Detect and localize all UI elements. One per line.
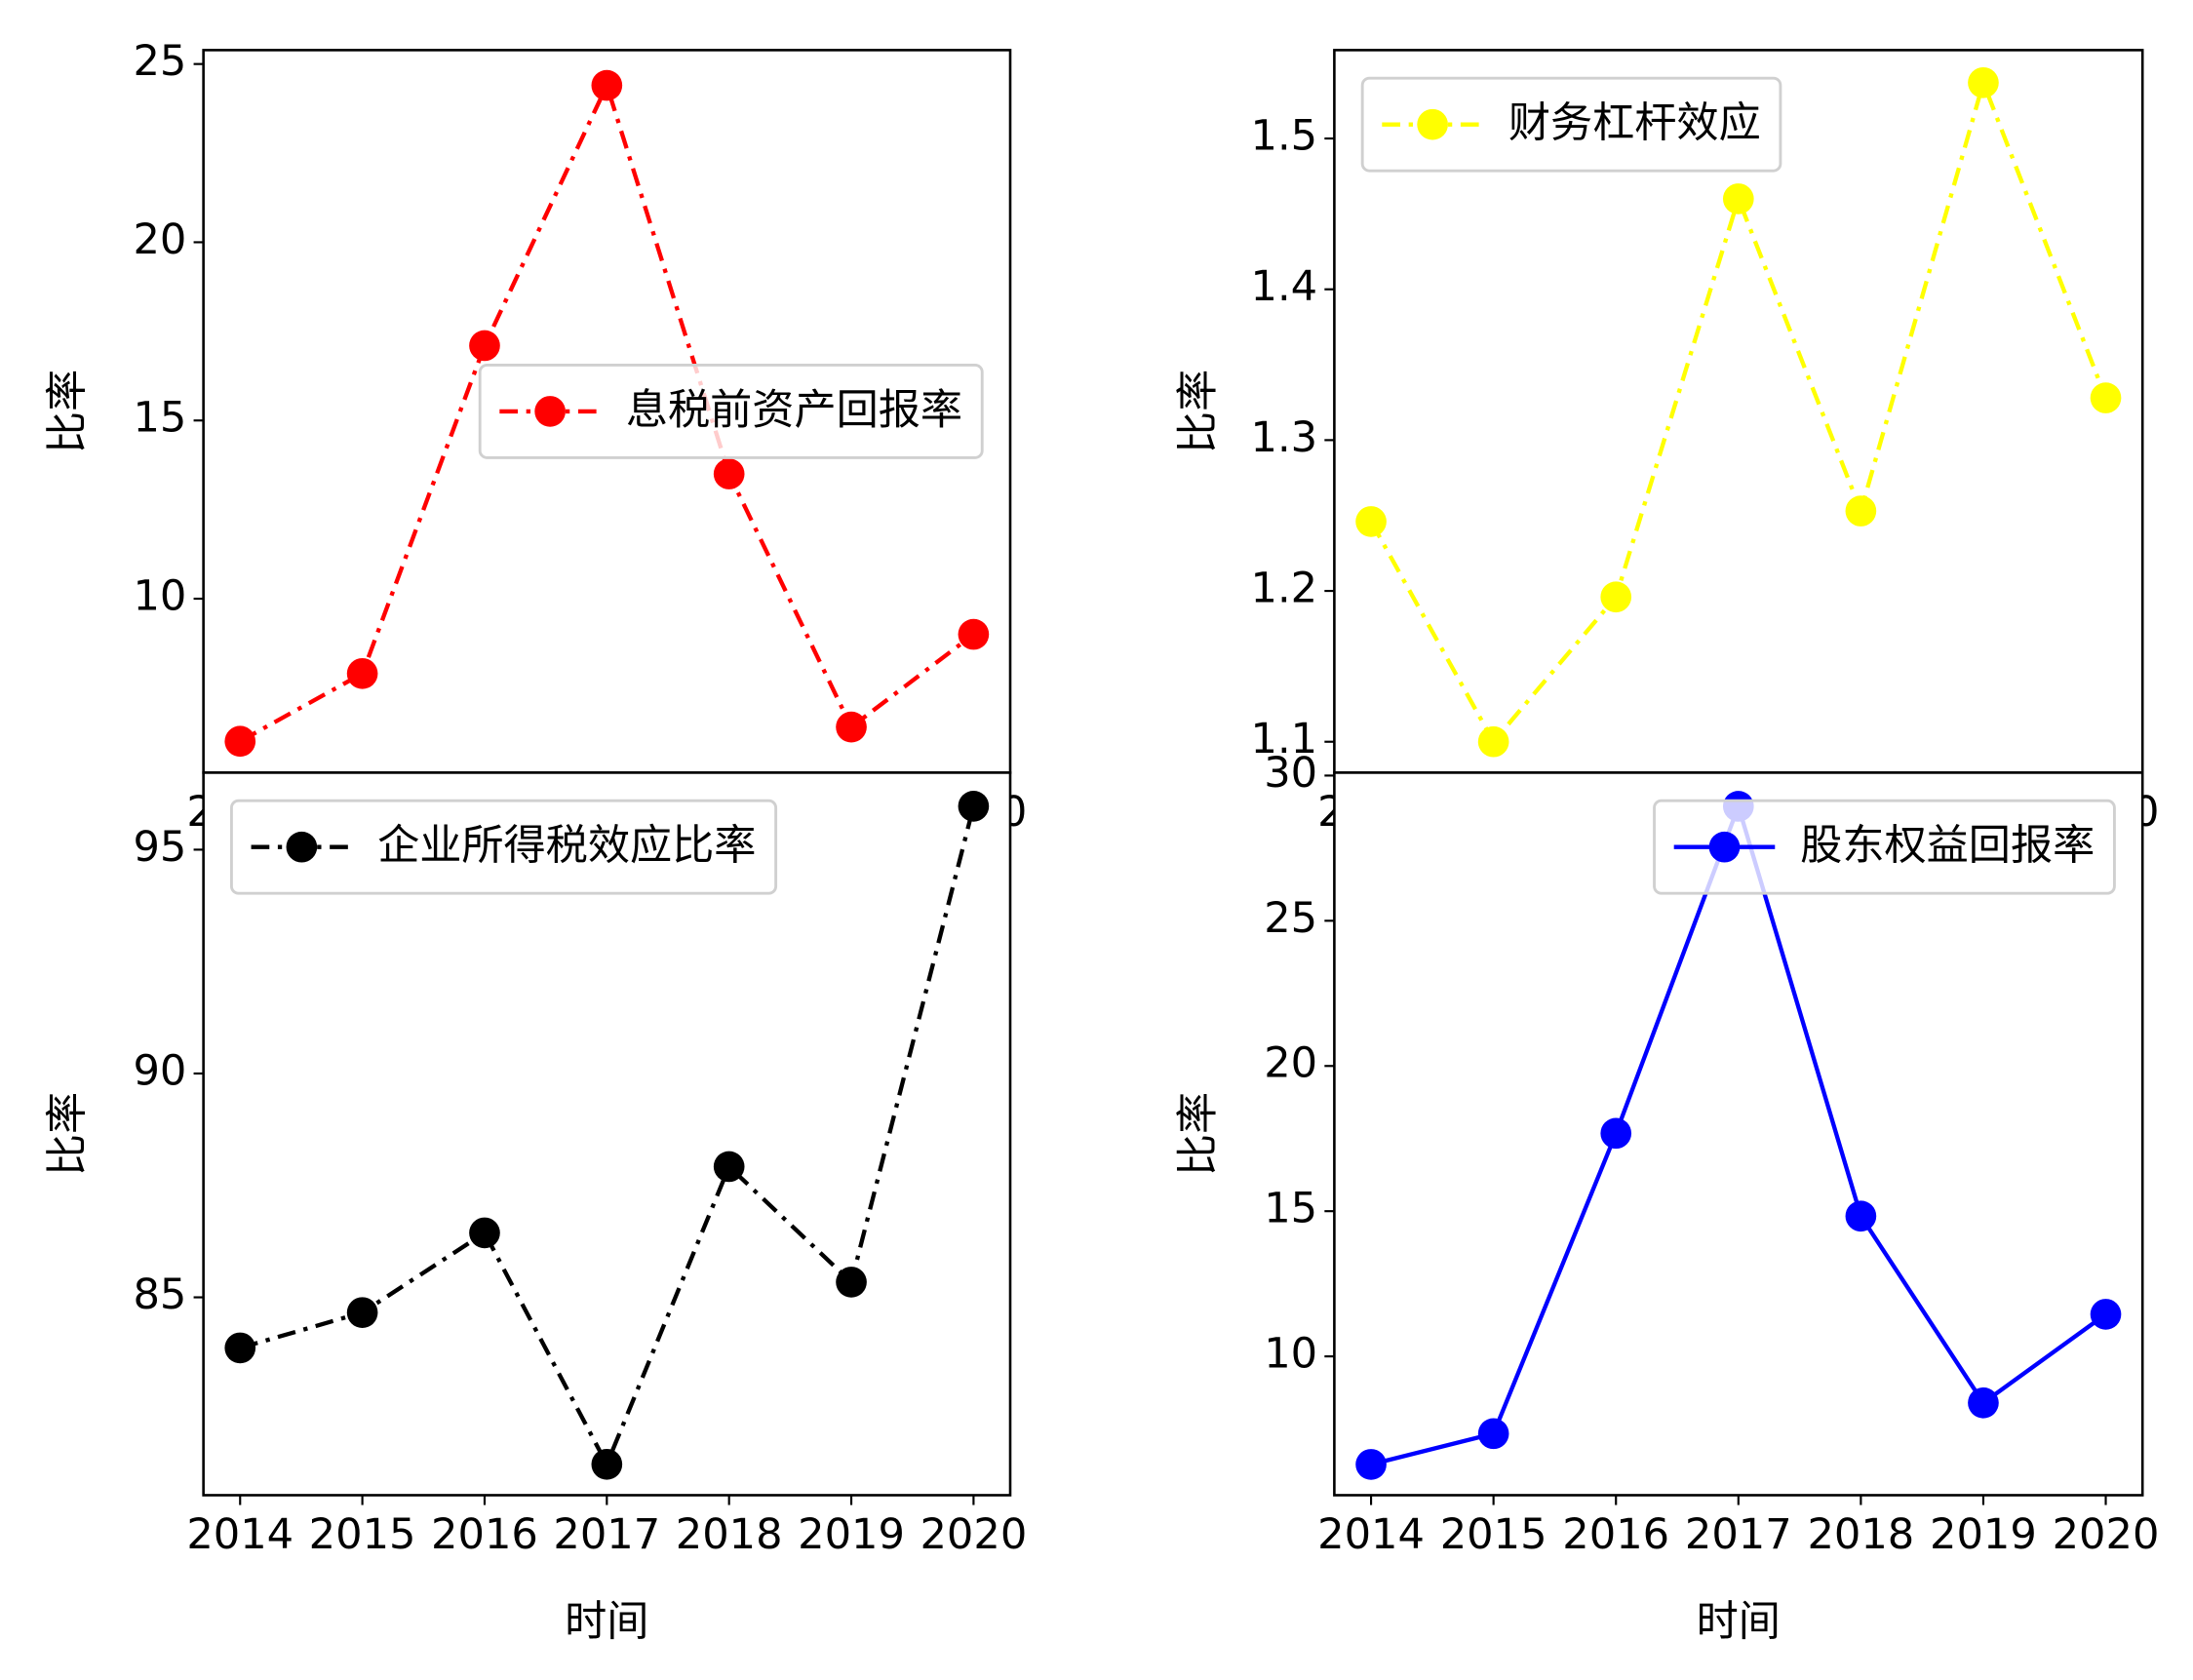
- legend: 企业所得税效应比率: [229, 799, 778, 895]
- legend-label: 企业所得税效应比率: [377, 822, 756, 871]
- legend-label: 股东权益回报率: [1800, 822, 2095, 871]
- data-point: [2090, 382, 2122, 413]
- data-point: [836, 711, 867, 743]
- data-point: [958, 618, 990, 650]
- data-point: [836, 1267, 867, 1298]
- x-tick-label: 2017: [1685, 1510, 1792, 1559]
- y-tick-label: 1.1: [1250, 715, 1317, 763]
- x-tick-label: 2014: [1317, 1510, 1425, 1559]
- y-axis-label: 比率: [1174, 1092, 1223, 1176]
- data-point: [591, 1448, 623, 1480]
- x-tick-label: 2018: [1807, 1510, 1914, 1559]
- x-tick-label: 2020: [920, 1510, 1027, 1559]
- y-tick-label: 25: [1264, 894, 1317, 943]
- data-point: [1968, 66, 1999, 98]
- data-point: [469, 330, 500, 362]
- data-point: [1355, 1449, 1387, 1480]
- legend-box: [1653, 799, 2116, 895]
- data-point: [2090, 1299, 2122, 1330]
- y-tick-label: 90: [133, 1046, 186, 1095]
- y-axis-label: 比率: [43, 370, 92, 453]
- legend: 财务杠杆效应: [1360, 76, 1782, 173]
- data-point: [469, 1217, 500, 1249]
- y-tick-label: 25: [133, 37, 186, 86]
- legend-label: 息税前资产回报率: [626, 386, 962, 435]
- data-point: [1968, 1387, 1999, 1419]
- y-tick-label: 15: [133, 394, 186, 443]
- y-tick-label: 95: [133, 823, 186, 872]
- x-tick-label: 2017: [553, 1510, 660, 1559]
- x-tick-label: 2019: [1930, 1510, 2037, 1559]
- axes-frame: [1333, 771, 2144, 1497]
- data-point: [713, 458, 745, 489]
- data-point: [346, 1297, 378, 1328]
- data-point: [224, 725, 256, 758]
- data-point: [224, 1332, 256, 1364]
- x-tick-label: 2015: [1440, 1510, 1547, 1559]
- y-tick-label: 1.2: [1250, 565, 1317, 613]
- y-tick-label: 1.5: [1250, 112, 1317, 161]
- x-tick-label: 2016: [431, 1510, 538, 1559]
- data-point: [1600, 581, 1632, 613]
- legend-marker: [534, 396, 566, 427]
- data-point: [1845, 1200, 1877, 1232]
- x-axis-label: 时间: [565, 1597, 648, 1646]
- y-tick-label: 10: [1264, 1330, 1317, 1379]
- x-tick-label: 2016: [1562, 1510, 1669, 1559]
- y-tick-label: 10: [133, 572, 186, 621]
- data-point: [1845, 495, 1877, 527]
- legend-box: [478, 363, 984, 459]
- legend-label: 财务杠杆效应: [1508, 99, 1761, 148]
- y-tick-label: 85: [133, 1270, 186, 1319]
- y-axis-label: 比率: [43, 1092, 92, 1176]
- x-tick-label: 2019: [798, 1510, 905, 1559]
- y-tick-label: 1.3: [1250, 413, 1317, 462]
- data-point: [1722, 183, 1754, 215]
- data-point: [1355, 506, 1387, 537]
- data-point: [958, 791, 990, 822]
- data-point: [1477, 1418, 1509, 1450]
- legend-marker: [286, 831, 318, 863]
- y-tick-label: 30: [1264, 749, 1317, 798]
- x-tick-label: 2020: [2053, 1510, 2160, 1559]
- x-tick-label: 2018: [676, 1510, 783, 1559]
- x-axis-label: 时间: [1697, 1597, 1781, 1646]
- data-point: [1477, 725, 1509, 758]
- y-tick-label: 15: [1264, 1185, 1317, 1233]
- data-point: [346, 657, 378, 689]
- x-tick-label: 2014: [186, 1510, 294, 1559]
- legend: 息税前资产回报率: [478, 363, 984, 459]
- legend-marker: [1708, 831, 1741, 863]
- y-axis-label: 比率: [1174, 370, 1223, 453]
- y-tick-label: 1.4: [1250, 262, 1317, 311]
- axes-frame: [202, 771, 1012, 1497]
- data-point: [591, 69, 623, 101]
- legend-marker: [1417, 108, 1448, 140]
- legend: 股东权益回报率: [1653, 799, 2116, 895]
- data-point: [1600, 1117, 1632, 1150]
- y-tick-label: 20: [1264, 1039, 1317, 1088]
- x-tick-label: 2015: [309, 1510, 416, 1559]
- data-point: [713, 1151, 745, 1183]
- y-tick-label: 20: [133, 215, 186, 264]
- legend-box: [1360, 76, 1782, 173]
- legend-box: [229, 799, 778, 895]
